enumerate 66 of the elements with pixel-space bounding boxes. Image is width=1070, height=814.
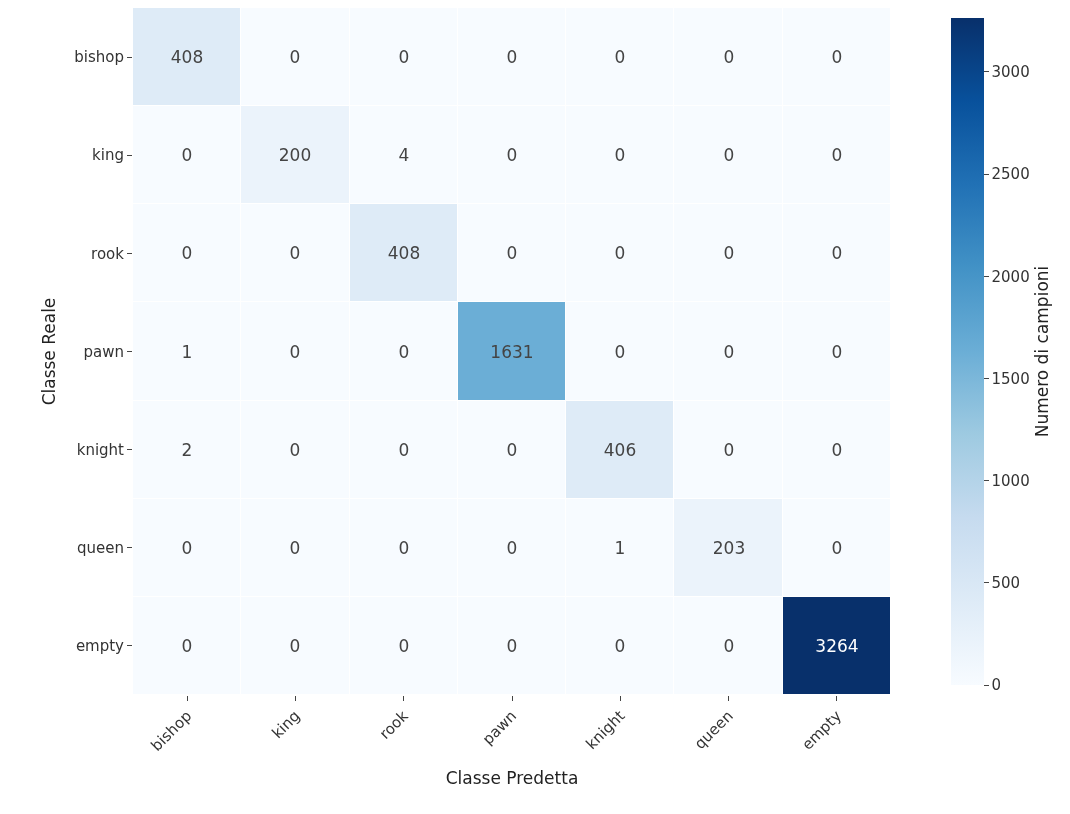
data-label: 0	[506, 242, 518, 263]
color-bar-label: 0	[991, 676, 1002, 695]
data-label: 1	[614, 537, 626, 558]
data-label: 0	[506, 144, 518, 165]
data-label: 0	[181, 537, 193, 558]
data-label: 0	[831, 439, 843, 460]
data-label: 1631	[490, 341, 534, 362]
data-label: 200	[278, 144, 312, 165]
data-label: 0	[723, 46, 735, 67]
data-label: 0	[398, 341, 410, 362]
data-label: 408	[387, 242, 421, 263]
color-bar-label: 1000	[991, 471, 1030, 490]
y-axis-title: Classe Reale	[38, 297, 59, 406]
y-tick-label: knight	[76, 440, 125, 459]
data-label: 0	[289, 46, 301, 67]
data-label: 0	[181, 144, 193, 165]
data-label: 0	[614, 341, 626, 362]
color-bar-label: 2500	[991, 165, 1030, 184]
data-label: 0	[398, 635, 410, 656]
data-label: 0	[831, 144, 843, 165]
x-axis-title: Classe Predetta	[445, 768, 579, 789]
data-label: 0	[181, 242, 193, 263]
data-label: 1	[181, 341, 193, 362]
data-label: 0	[398, 439, 410, 460]
data-label: 0	[614, 46, 626, 67]
y-tick-label: pawn	[83, 342, 124, 361]
data-label: 0	[181, 635, 193, 656]
color-bar-label: 500	[991, 574, 1021, 593]
data-label: 0	[723, 242, 735, 263]
data-label: 0	[289, 341, 301, 362]
data-label: 0	[723, 439, 735, 460]
data-label: 0	[506, 439, 518, 460]
data-label: 408	[170, 46, 204, 67]
data-label: 0	[614, 635, 626, 656]
data-label: 0	[614, 242, 626, 263]
data-label: 406	[603, 439, 637, 460]
data-label: 0	[723, 635, 735, 656]
data-label: 0	[398, 537, 410, 558]
data-label: 3264	[815, 635, 859, 656]
data-label: 0	[831, 46, 843, 67]
data-label: 0	[289, 242, 301, 263]
y-tick-label: empty	[75, 637, 125, 656]
data-label: 0	[289, 439, 301, 460]
data-label: 0	[506, 635, 518, 656]
data-label: 2	[181, 439, 193, 460]
data-label: 0	[506, 46, 518, 67]
data-label: 0	[723, 144, 735, 165]
data-label: 4	[398, 144, 410, 165]
data-label: 0	[289, 537, 301, 558]
color-bar-label: 3000	[991, 63, 1030, 82]
data-label: 0	[289, 635, 301, 656]
data-label: 203	[712, 537, 746, 558]
data-label: 0	[506, 537, 518, 558]
y-tick-label: rook	[91, 244, 125, 263]
y-tick-label: bishop	[74, 48, 124, 67]
color-bar-title: Numero di campioni	[1031, 265, 1052, 438]
data-label: 0	[831, 242, 843, 263]
data-label: 0	[398, 46, 410, 67]
color-bar-label: 2000	[991, 267, 1030, 286]
data-label: 0	[831, 537, 843, 558]
data-label: 0	[614, 144, 626, 165]
y-tick-label: king	[92, 146, 124, 165]
data-label: 0	[723, 341, 735, 362]
y-tick-label: queen	[77, 539, 124, 558]
data-label: 0	[831, 341, 843, 362]
color-bar-label: 1500	[991, 369, 1030, 388]
